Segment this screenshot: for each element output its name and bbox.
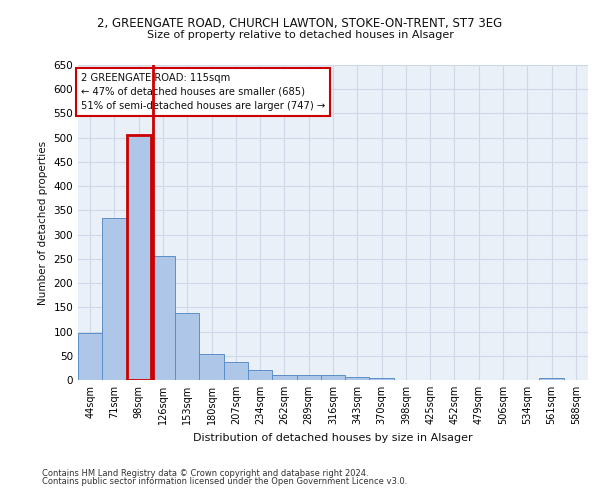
Bar	[321, 375, 345, 380]
Y-axis label: Number of detached properties: Number of detached properties	[38, 140, 48, 304]
Bar	[78, 333, 102, 380]
Bar	[199, 354, 224, 380]
Bar	[175, 313, 199, 380]
Text: Contains public sector information licensed under the Open Government Licence v3: Contains public sector information licen…	[42, 477, 407, 486]
Bar	[272, 375, 296, 380]
Text: 2 GREENGATE ROAD: 115sqm
← 47% of detached houses are smaller (685)
51% of semi-: 2 GREENGATE ROAD: 115sqm ← 47% of detach…	[80, 73, 325, 111]
Bar	[127, 136, 151, 380]
Bar	[224, 362, 248, 380]
Bar	[102, 218, 127, 380]
Bar	[151, 256, 175, 380]
Text: Size of property relative to detached houses in Alsager: Size of property relative to detached ho…	[146, 30, 454, 40]
Bar	[296, 375, 321, 380]
Text: Contains HM Land Registry data © Crown copyright and database right 2024.: Contains HM Land Registry data © Crown c…	[42, 468, 368, 477]
Bar	[248, 370, 272, 380]
Bar	[127, 136, 151, 380]
Bar	[345, 376, 370, 380]
X-axis label: Distribution of detached houses by size in Alsager: Distribution of detached houses by size …	[193, 432, 473, 442]
Bar	[539, 378, 564, 380]
Bar	[370, 378, 394, 380]
Text: 2, GREENGATE ROAD, CHURCH LAWTON, STOKE-ON-TRENT, ST7 3EG: 2, GREENGATE ROAD, CHURCH LAWTON, STOKE-…	[97, 18, 503, 30]
